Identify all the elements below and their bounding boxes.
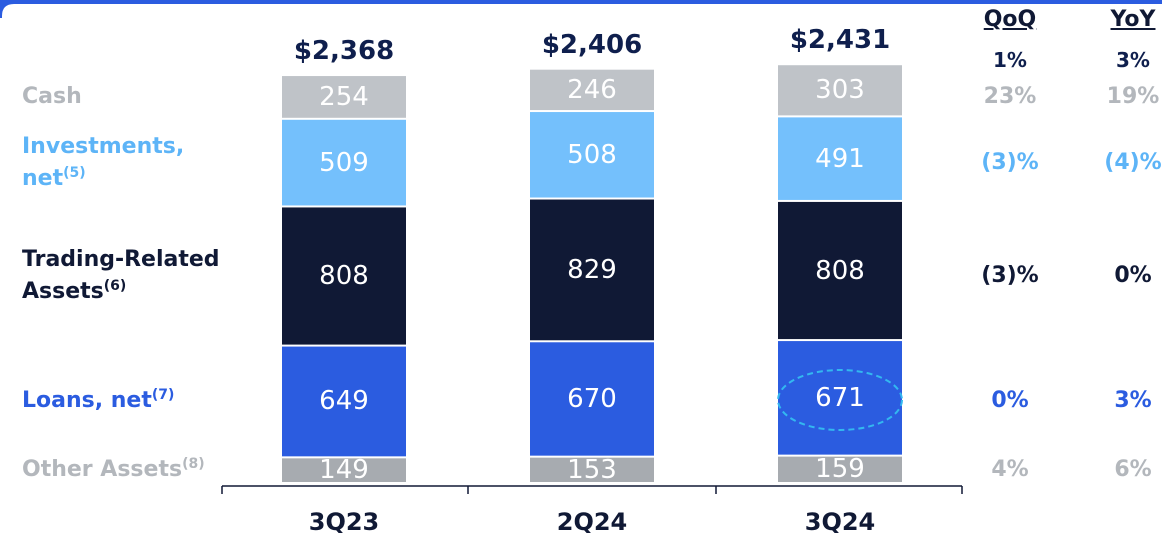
bar-segment [778,65,902,116]
bar-segment [282,458,406,482]
bar-segment [530,457,654,482]
segment-label: 671 [815,382,865,413]
change-value: 19% [1106,83,1160,109]
bar-segment [282,346,406,457]
top-band [0,0,1162,18]
change-value: (4)% [1104,149,1162,175]
segment-label: 829 [567,254,617,285]
segment-label: 808 [815,255,865,286]
change-header: QoQ [983,7,1037,32]
series-label: Cash [22,81,262,113]
change-value: (3)% [981,149,1039,175]
change-value: 6% [1114,457,1152,483]
series-label: Investments, net(5) [22,131,207,195]
change-total: 3% [1116,48,1150,72]
bar-segment [530,69,654,111]
segment-label: 491 [815,143,865,174]
segment-label: 254 [319,81,369,112]
footnote: (6) [103,278,127,294]
segment-label: 159 [815,454,865,485]
highlight-ellipse [777,369,903,431]
footnote: (8) [182,456,205,473]
segment-label: 509 [319,147,369,178]
segment-label: 149 [319,455,369,486]
bar-segment [530,342,654,456]
footnote: (5) [63,164,86,181]
footnote: (7) [151,387,175,404]
series-name: Other Assets [22,457,183,483]
bar-segment [778,117,902,200]
change-value: 3% [1114,388,1152,414]
segment-label: 508 [567,139,617,170]
total-label: $2,431 [789,25,891,56]
x-tick-label: 3Q24 [804,508,876,533]
total-label: $2,406 [541,29,643,60]
series-label: Other Assets(8) [22,454,262,486]
segment-label: 246 [567,74,617,105]
bar-segment [778,456,902,482]
segment-label: 649 [319,386,369,417]
bar-segment [282,76,406,118]
change-value: 0% [1114,263,1152,288]
series-label: Loans, net(7) [22,385,262,417]
series-name: Cash [22,83,82,109]
change-value: 0% [991,388,1029,414]
segment-label: 303 [815,75,865,106]
bar-segment [530,112,654,198]
segment-label: 670 [567,383,617,414]
bar-segment [282,207,406,345]
segment-label: 808 [319,261,369,291]
bar-segment [530,199,654,341]
change-total: 1% [993,48,1027,72]
x-tick-label: 3Q23 [308,508,380,533]
bar-segment [778,341,902,455]
series-name: Investments, net [22,133,185,191]
x-tick-label: 2Q24 [556,508,628,533]
series-name: Trading-Related Assets [22,247,220,304]
series-name: Loans, net [22,388,152,414]
total-label: $2,368 [293,36,395,67]
bar-segment [778,201,902,340]
series-label: Trading-Related Assets(6) [22,244,262,308]
change-header: YoY [1110,7,1156,32]
segment-label: 153 [567,454,617,485]
change-value: 4% [991,457,1029,483]
change-value: 23% [983,83,1037,109]
bar-segment [282,119,406,206]
change-value: (3)% [981,263,1039,288]
